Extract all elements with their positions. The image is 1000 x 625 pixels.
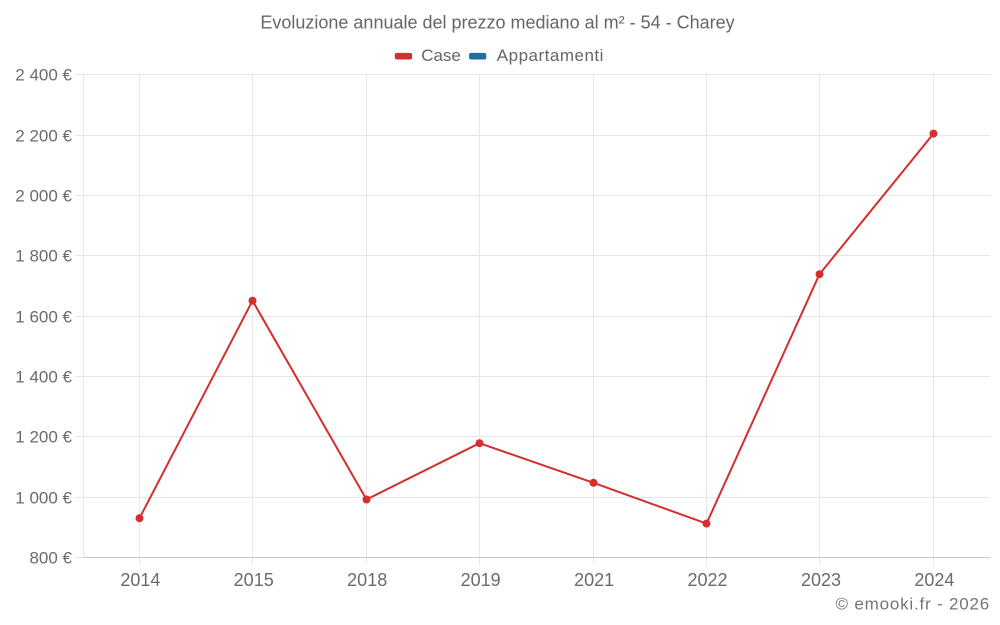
- svg-text:1 400 €: 1 400 €: [15, 368, 72, 387]
- svg-text:1 000 €: 1 000 €: [15, 489, 72, 508]
- svg-text:2014: 2014: [120, 570, 160, 590]
- svg-text:© emooki.fr - 2026: © emooki.fr - 2026: [836, 595, 990, 614]
- svg-text:Evoluzione annuale del prezzo: Evoluzione annuale del prezzo mediano al…: [260, 12, 734, 32]
- svg-text:2021: 2021: [574, 570, 614, 590]
- svg-text:1 800 €: 1 800 €: [15, 247, 72, 266]
- svg-text:2024: 2024: [914, 570, 954, 590]
- svg-text:2 400 €: 2 400 €: [15, 66, 72, 85]
- svg-text:1 200 €: 1 200 €: [15, 428, 72, 447]
- svg-text:2022: 2022: [687, 570, 727, 590]
- svg-text:800 €: 800 €: [29, 549, 72, 568]
- svg-text:1 600 €: 1 600 €: [15, 308, 72, 327]
- svg-text:Case: Case: [421, 46, 461, 65]
- svg-text:2023: 2023: [801, 570, 841, 590]
- svg-text:2018: 2018: [347, 570, 387, 590]
- svg-text:Appartamenti: Appartamenti: [497, 46, 604, 65]
- svg-text:2019: 2019: [461, 570, 501, 590]
- svg-text:2015: 2015: [234, 570, 274, 590]
- svg-text:2 200 €: 2 200 €: [15, 127, 72, 146]
- svg-text:2 000 €: 2 000 €: [15, 187, 72, 206]
